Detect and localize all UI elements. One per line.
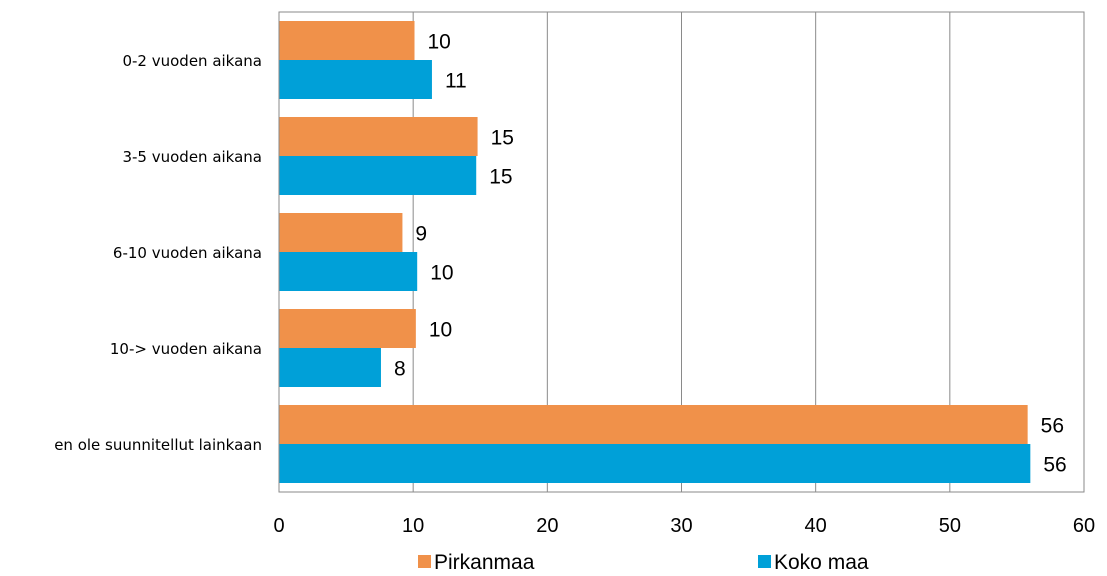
legend-label-pirkanmaa: Pirkanmaa <box>434 551 535 574</box>
category-label: 6-10 vuoden aikana <box>113 244 262 262</box>
legend: Pirkanmaa Koko maa <box>418 551 869 574</box>
bar-pirkanmaa-4 <box>279 405 1028 444</box>
bar-koko-maa-1 <box>279 156 477 195</box>
x-tick-label: 30 <box>670 515 692 537</box>
x-tick-label: 20 <box>536 515 558 537</box>
bar-pirkanmaa-0 <box>279 21 415 60</box>
category-label: en ole suunnitellut lainkaan <box>54 436 262 454</box>
bar-pirkanmaa-1 <box>279 117 478 156</box>
plot-frame <box>278 11 1085 493</box>
bar-pirkanmaa-3 <box>279 309 416 348</box>
legend-swatch-koko-maa <box>758 555 771 568</box>
x-tick-label: 10 <box>402 515 424 537</box>
data-label: 15 <box>491 127 514 150</box>
x-tick-label: 50 <box>939 515 961 537</box>
plot-border <box>278 11 1085 493</box>
category-label: 0-2 vuoden aikana <box>122 52 262 70</box>
data-label: 8 <box>394 358 406 381</box>
x-tick-label: 60 <box>1073 515 1095 537</box>
bar-koko-maa-0 <box>279 60 432 99</box>
bar-pirkanmaa-2 <box>279 213 403 252</box>
data-label: 56 <box>1043 454 1066 477</box>
data-label: 9 <box>415 223 427 246</box>
bar-koko-maa-4 <box>279 444 1031 483</box>
data-label: 15 <box>489 166 512 189</box>
data-label: 10 <box>429 319 452 342</box>
legend-swatch-pirkanmaa <box>418 555 431 568</box>
data-label: 10 <box>430 262 453 285</box>
labels: 0 10 20 30 40 50 60 10 11 0-2 vuoden aikana 15 15 3-… <box>54 31 1095 538</box>
x-tick-label: 40 <box>805 515 827 537</box>
bars <box>279 21 1031 483</box>
data-label: 10 <box>428 31 451 54</box>
data-label: 56 <box>1041 415 1064 438</box>
data-label: 11 <box>445 70 467 93</box>
legend-label-koko-maa: Koko maa <box>774 551 869 574</box>
bar-koko-maa-2 <box>279 252 418 291</box>
x-tick-label: 0 <box>273 515 284 537</box>
category-label: 3-5 vuoden aikana <box>122 148 262 166</box>
bar-koko-maa-3 <box>279 348 381 387</box>
category-label: 10-> vuoden aikana <box>110 340 262 358</box>
